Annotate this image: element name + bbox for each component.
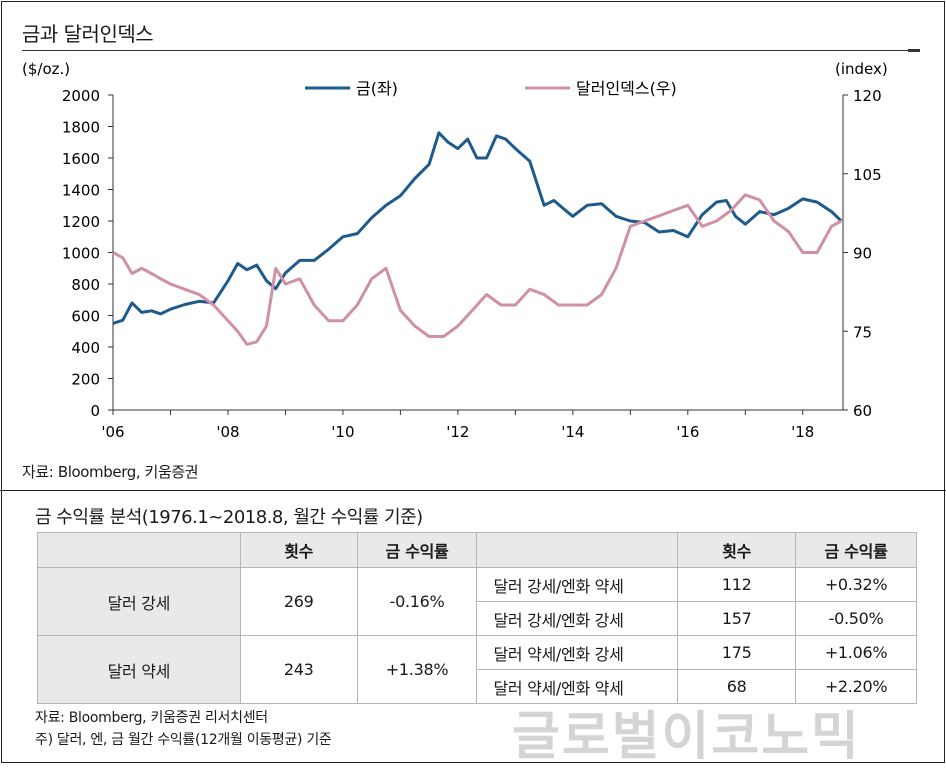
sub-return: +2.20% xyxy=(795,669,917,704)
x-tick-label: '10 xyxy=(331,423,354,441)
row-count-dollar-weak: 243 xyxy=(239,635,358,704)
legend-label: 달러인덱스(우) xyxy=(576,79,677,98)
table-row: 달러 약세 243 +1.38% 달러 약세/엔화 강세 175 +1.06% xyxy=(37,635,917,704)
row-return-dollar-strong: -0.16% xyxy=(356,567,478,636)
watermark-text: 글로벌이코노믹 xyxy=(512,707,861,767)
right-tick-label: 60 xyxy=(853,402,872,420)
table-footnote: 주) 달러, 엔, 금 월간 수익률(12개월 이동평균) 기준 xyxy=(35,732,332,748)
x-tick-label: '14 xyxy=(561,423,584,441)
x-tick-label: '06 xyxy=(101,423,124,441)
left-tick-label: 0 xyxy=(90,402,100,420)
sub-return: +0.32% xyxy=(795,567,917,602)
chart-title: 금과 달러인덱스 xyxy=(22,22,154,46)
dollar-index-line xyxy=(112,193,843,346)
right-axis-unit: (index) xyxy=(835,60,888,78)
row-count-dollar-strong: 269 xyxy=(239,567,358,636)
left-tick-label: 1400 xyxy=(62,182,100,200)
table-row: 달러 강세 269 -0.16% 달러 강세/엔화 약세 112 +0.32% xyxy=(37,567,917,636)
left-tick-label: 800 xyxy=(71,276,100,294)
left-tick-label: 400 xyxy=(71,339,100,357)
right-tick-label: 120 xyxy=(853,87,882,105)
header-return: 금 수익률 xyxy=(356,532,478,568)
sub-count: 112 xyxy=(677,567,797,602)
table-row: 달러 강세/엔화 강세 157 -0.50% xyxy=(38,601,917,636)
gold-dollar-chart: ($/oz.) (index) 0 200 400 600 800 1000 1200 140… xyxy=(22,60,888,441)
left-tick-label: 200 xyxy=(71,371,100,389)
table-title: 금 수익률 분석(1976.1~2018.8, 월간 수익률 기준) xyxy=(35,507,423,528)
series-lines xyxy=(112,131,843,346)
header-blank-2 xyxy=(476,532,679,568)
title-rule xyxy=(22,50,920,51)
x-tick-label: '08 xyxy=(216,423,239,441)
header-count-2: 횟수 xyxy=(677,532,797,568)
section-divider xyxy=(0,490,946,491)
header-return-2: 금 수익률 xyxy=(795,532,917,568)
header-blank xyxy=(37,532,241,568)
right-tick-label: 90 xyxy=(853,245,872,263)
header-count: 횟수 xyxy=(239,532,358,568)
legend: 금(좌) 달러인덱스(우) xyxy=(305,79,677,98)
sub-label: 달러 강세/엔화 약세 xyxy=(476,567,679,602)
table-row: 달러 약세/엔화 약세 68 +2.20% xyxy=(38,669,917,704)
chart-source: 자료: Bloomberg, 키움증권 xyxy=(22,463,199,481)
left-tick-label: 1600 xyxy=(62,150,100,168)
sub-label: 달러 약세/엔화 약세 xyxy=(476,669,679,704)
left-tick-label: 1800 xyxy=(62,119,100,137)
legend-label: 금(좌) xyxy=(356,79,398,98)
x-tick-label: '18 xyxy=(791,423,814,441)
sub-label: 달러 약세/엔화 강세 xyxy=(476,635,679,670)
title-rule-accent xyxy=(908,49,920,52)
row-label-dollar-strong: 달러 강세 xyxy=(37,567,241,636)
sub-label: 달러 강세/엔화 강세 xyxy=(476,601,679,636)
x-tick-label: '16 xyxy=(676,423,699,441)
table-header-row: 횟수 금 수익률 횟수 금 수익률 xyxy=(37,532,917,568)
sub-count: 157 xyxy=(677,601,797,636)
row-label-dollar-weak: 달러 약세 xyxy=(37,635,241,704)
left-axis-unit: ($/oz.) xyxy=(22,60,70,78)
gold-price-line xyxy=(112,131,843,325)
table-source-note: 자료: Bloomberg, 키움증권 리서치센터 xyxy=(35,710,268,726)
sub-return: +1.06% xyxy=(795,635,917,670)
gold-return-table: 횟수 금 수익률 횟수 금 수익률 달러 강세 269 -0.16% 달러 강세… xyxy=(37,532,917,704)
axes: 0 200 400 600 800 1000 1200 1400 1600 1800 2000 60 7… xyxy=(62,87,882,441)
left-tick-label: 2000 xyxy=(62,87,100,105)
left-tick-label: 1200 xyxy=(62,213,100,231)
x-tick-label: '12 xyxy=(446,423,469,441)
left-tick-label: 600 xyxy=(71,308,100,326)
sub-return: -0.50% xyxy=(795,601,917,636)
row-return-dollar-weak: +1.38% xyxy=(356,635,478,704)
right-tick-label: 75 xyxy=(853,323,872,341)
sub-count: 175 xyxy=(677,635,797,670)
right-tick-label: 105 xyxy=(853,166,882,184)
left-tick-label: 1000 xyxy=(62,245,100,263)
